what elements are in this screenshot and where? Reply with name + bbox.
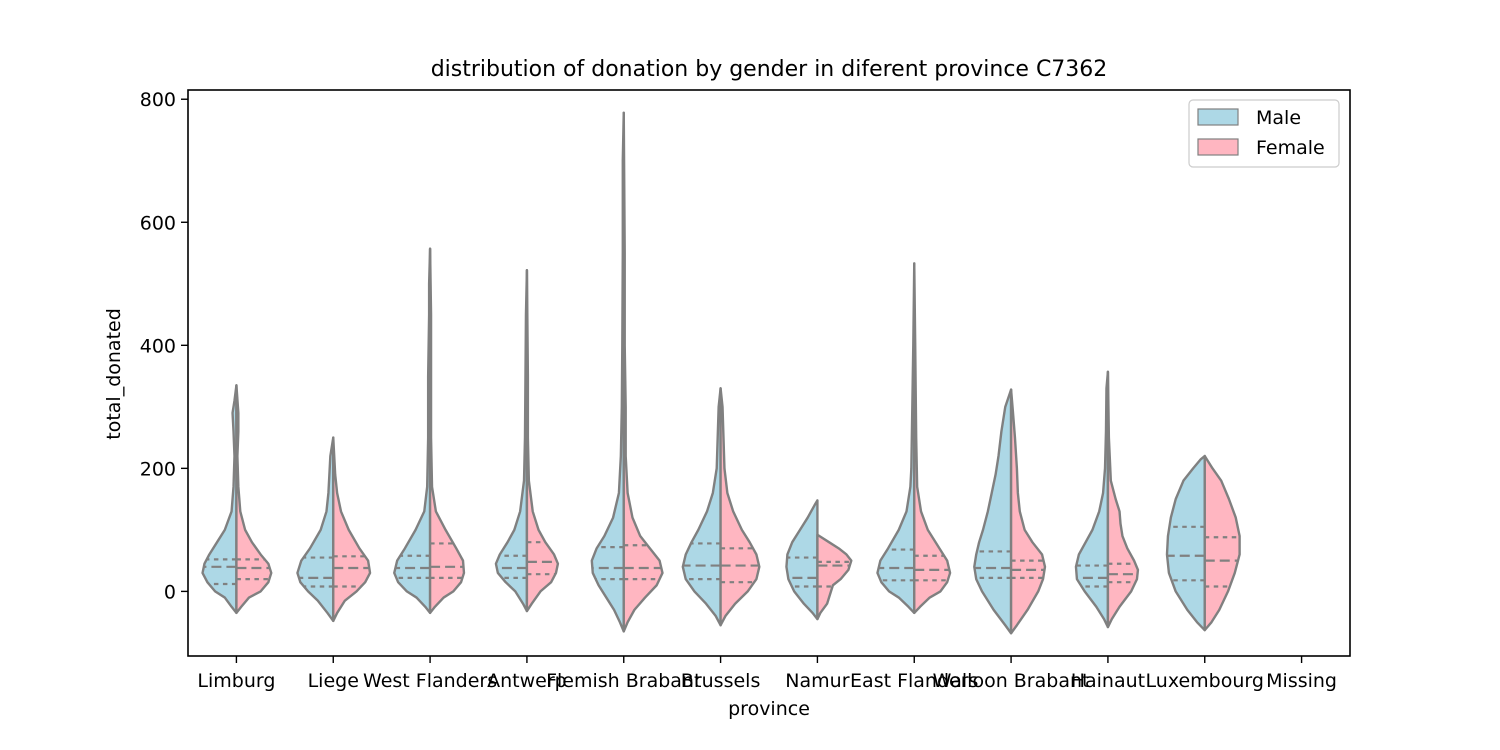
violin-half-female — [428, 247, 466, 615]
violins-layer — [201, 111, 1241, 635]
legend-label-male: Male — [1256, 107, 1301, 129]
violin-brussels — [681, 387, 761, 627]
y-tick-label: 800 — [140, 89, 176, 111]
x-tick-label: East Flanders — [850, 670, 978, 692]
violin-flemish-brabant — [590, 111, 664, 633]
x-tick-label: Antwerp — [487, 670, 567, 692]
x-tick-label: Missing — [1266, 670, 1337, 692]
violin-antwerp — [494, 269, 560, 613]
violin-half-female — [332, 436, 372, 623]
violin-half-male — [296, 436, 335, 623]
legend-swatch-female — [1197, 138, 1239, 156]
violin-half-female — [1009, 388, 1047, 635]
violin-limburg — [201, 384, 273, 615]
violin-half-male — [494, 269, 529, 613]
violin-half-male — [201, 384, 238, 615]
violin-half-male — [1165, 454, 1206, 632]
violin-half-male — [1074, 370, 1110, 629]
x-tick-label: Liege — [308, 670, 359, 692]
legend: Male Female — [1188, 99, 1340, 168]
x-tick-label: West Flanders — [363, 670, 497, 692]
y-tick-label: 200 — [140, 458, 176, 480]
legend-label-female: Female — [1256, 137, 1325, 159]
violin-half-female — [1106, 370, 1140, 629]
x-axis-label: province — [728, 698, 810, 720]
violin-walloon-brabant — [973, 388, 1047, 635]
plot-frame — [187, 89, 1351, 657]
violin-half-female — [816, 533, 853, 621]
x-tick-label: Brussels — [681, 670, 761, 692]
y-tick-label: 600 — [140, 212, 176, 234]
x-tick-label: Luxembourg — [1146, 670, 1264, 692]
x-tick-label: Flemish Brabant — [546, 670, 701, 692]
y-tick-label: 0 — [164, 581, 176, 603]
violin-hainaut — [1074, 370, 1140, 629]
violin-half-female — [235, 384, 273, 615]
violin-luxembourg — [1165, 454, 1241, 632]
x-tick-label: Walloon Brabant — [933, 670, 1090, 692]
chart-title: distribution of donation by gender in di… — [431, 57, 1108, 82]
violin-half-male — [973, 388, 1013, 635]
x-axis: Limburg Liege West FlandersAntwerpFlemish … — [197, 656, 1337, 692]
violin-half-male — [876, 262, 916, 615]
x-tick-label: Limburg — [197, 670, 275, 692]
violin-half-male — [785, 499, 819, 621]
violin-namur — [785, 499, 853, 621]
y-axis: 0 200 400 600 800 — [140, 89, 188, 603]
y-tick-label: 400 — [140, 335, 176, 357]
legend-swatch-male — [1197, 108, 1239, 126]
violin-liege — [296, 436, 372, 623]
x-tick-label: Namur — [785, 670, 849, 692]
x-tick-label: Hainaut — [1071, 670, 1145, 692]
violin-half-female — [913, 262, 952, 615]
violin-east-flanders — [876, 262, 952, 615]
violin-west-flanders — [393, 247, 466, 615]
violin-half-female — [1203, 454, 1241, 632]
y-axis-label: total_donated — [103, 308, 125, 440]
